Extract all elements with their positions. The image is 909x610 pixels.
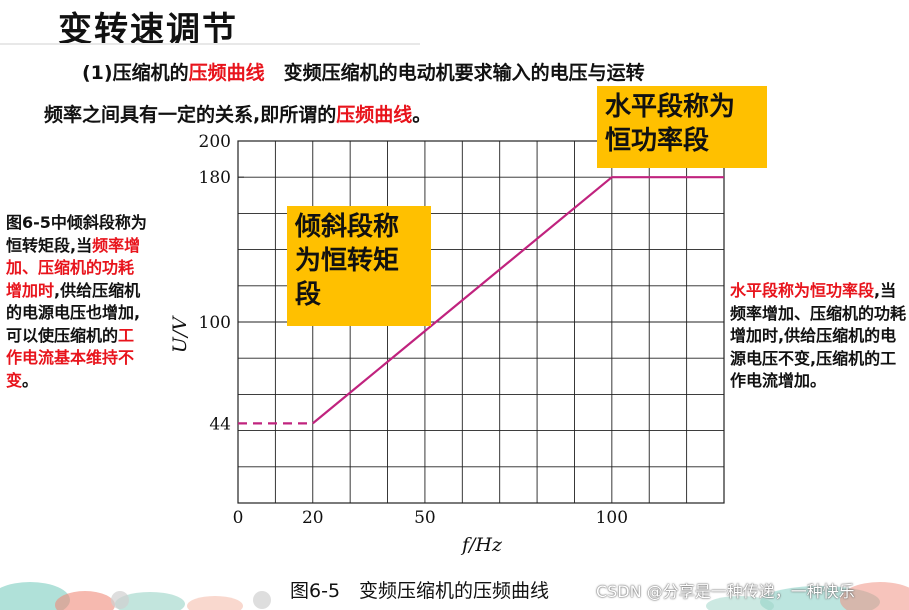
callout-constant-power: 水平段称为恒功率段 <box>597 86 767 168</box>
y-tick-label: 44 <box>209 414 231 434</box>
figure-caption: 图6-5 变频压缩机的压频曲线 <box>290 580 550 602</box>
chart-ticks: 0 20 50 100 44 100 180 200 <box>199 132 629 528</box>
ball-shape <box>253 591 271 609</box>
intro-line-2: 频率之间具有一定的关系,即所谓的压频曲线。 <box>44 100 431 127</box>
leaf-shape <box>706 596 774 610</box>
x-tick-label: 100 <box>596 508 628 528</box>
intro-lead-2: 频率之间具有一定的关系,即所谓的 <box>44 104 337 126</box>
left-note-part1: 图6-5中倾斜段称为恒转矩段,当 <box>6 213 147 255</box>
intro-rest: 变频压缩机的电动机要求输入的电压与运转 <box>264 62 645 84</box>
right-note: 水平段称为恒功率段,当频率增加、压缩机的功耗增加时,供给压缩机的电源电压不变,压… <box>730 280 906 393</box>
x-tick-label: 0 <box>233 508 244 528</box>
intro-term-2: 压频曲线 <box>336 104 413 126</box>
right-note-red1: 水平段称为恒功率段 <box>730 281 875 300</box>
leaf-shape <box>55 591 115 610</box>
watermark: CSDN @分享是一种传递，一种快乐 <box>596 582 855 601</box>
left-note-red1: 频率增加、压缩机的功耗增加时 <box>6 235 141 300</box>
left-note-red2: 工作电流基本维持不变 <box>6 325 135 390</box>
y-tick-label: 200 <box>199 132 231 152</box>
y-tick-label: 100 <box>199 313 231 333</box>
leaf-shape <box>0 582 70 610</box>
leaf-shape <box>840 582 909 610</box>
left-note-part3: 。 <box>22 370 39 390</box>
y-axis-label: U/V <box>169 315 191 353</box>
intro-end-2: 。 <box>412 104 432 126</box>
x-tick-label: 50 <box>414 508 436 528</box>
chart-series <box>238 176 724 425</box>
x-tick-label: 20 <box>302 508 324 528</box>
leaf-shape <box>187 596 243 610</box>
title-divider <box>0 43 420 45</box>
ball-shape <box>111 591 129 609</box>
intro-term: 压频曲线 <box>188 62 265 84</box>
y-tick-label: 180 <box>199 168 231 188</box>
callout-constant-torque: 倾斜段称为恒转矩段 <box>287 206 431 326</box>
series-line-solid <box>312 176 724 425</box>
intro-lead: (1)压缩机的 <box>82 62 189 84</box>
decorative-footer <box>0 582 909 610</box>
left-note-part2: ,供给压缩机的电源电压也增加,可以使压缩机的 <box>6 280 141 345</box>
left-note: 图6-5中倾斜段称为恒转矩段,当频率增加、压缩机的功耗增加时,供给压缩机的电源电… <box>6 212 148 392</box>
intro-line-1: (1)压缩机的压频曲线 变频压缩机的电动机要求输入的电压与运转 <box>82 58 645 85</box>
x-axis-label: f/Hz <box>460 534 503 556</box>
leaf-shape <box>115 592 185 610</box>
right-note-part1: ,当频率增加、压缩机的功耗增加时,供给压缩机的电源电压不变,压缩机的工作电流增加… <box>730 281 907 390</box>
